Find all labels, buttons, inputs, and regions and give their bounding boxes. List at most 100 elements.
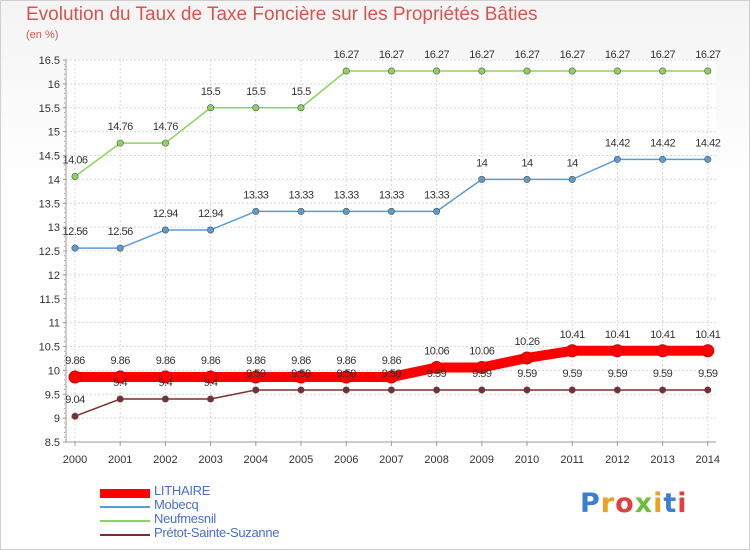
data-point [252, 386, 260, 394]
data-label: 16.27 [605, 49, 630, 61]
data-label: 13.33 [379, 189, 404, 201]
data-label: 12.94 [153, 208, 178, 220]
data-point [613, 386, 621, 394]
data-point [294, 370, 308, 384]
data-label: 9.04 [65, 394, 85, 406]
data-label: 9.4 [113, 377, 127, 389]
data-point [523, 386, 531, 394]
data-label: 9.59 [608, 368, 628, 380]
y-tick-label: 16 [48, 79, 60, 91]
data-point [478, 175, 486, 183]
x-tick-label: 2002 [153, 454, 177, 466]
logo-letter: P [580, 488, 601, 519]
data-point [704, 386, 712, 394]
y-tick-label: 9.5 [45, 389, 60, 401]
logo-letter: i [653, 488, 664, 519]
data-point [161, 395, 169, 403]
data-label: 10.41 [605, 329, 630, 341]
data-label: 14.76 [108, 121, 133, 133]
data-point [387, 67, 395, 75]
data-label: 14.42 [650, 137, 675, 149]
data-label: 9.86 [110, 355, 130, 367]
data-label: 16.27 [379, 49, 404, 61]
x-tick-label: 2013 [650, 454, 674, 466]
data-point [659, 155, 667, 163]
data-point [342, 67, 350, 75]
data-label: 9.59 [562, 368, 582, 380]
data-label: 9.59 [336, 368, 356, 380]
data-label: 14 [567, 157, 579, 169]
data-label: 10.41 [650, 329, 675, 341]
data-point [68, 370, 82, 384]
data-label: 10.06 [469, 346, 494, 358]
data-point [297, 386, 305, 394]
data-point [252, 207, 260, 215]
data-point [158, 370, 172, 384]
data-label: 13.33 [243, 189, 268, 201]
x-tick-label: 2014 [696, 454, 720, 466]
data-point [568, 175, 576, 183]
data-point [207, 226, 215, 234]
data-point [520, 351, 534, 365]
data-point [297, 104, 305, 112]
data-label: 9.86 [156, 355, 176, 367]
data-point [339, 370, 353, 384]
data-point [71, 412, 79, 420]
logo-letter: t [663, 488, 678, 519]
logo-letter: o [615, 488, 635, 519]
y-tick-label: 11 [49, 318, 60, 330]
data-point [433, 67, 441, 75]
data-label: 12.94 [198, 208, 223, 220]
data-point [613, 155, 621, 163]
x-tick-label: 2003 [198, 454, 222, 466]
y-tick-label: 15.5 [39, 103, 60, 115]
data-label: 16.27 [695, 49, 720, 61]
data-label: 12.56 [108, 226, 133, 238]
chart-subtitle: (en %) [26, 29, 59, 41]
data-point [568, 67, 576, 75]
data-point [523, 175, 531, 183]
legend-swatch [100, 488, 150, 498]
data-label: 9.59 [246, 368, 266, 380]
data-point [704, 67, 712, 75]
logo-letter: x [634, 488, 654, 519]
data-label: 14.76 [153, 121, 178, 133]
legend-swatch [100, 506, 150, 508]
legend-label: LITHAIRE [154, 483, 211, 498]
data-point [384, 370, 398, 384]
data-point [161, 226, 169, 234]
data-point [71, 173, 79, 181]
data-label: 13.33 [424, 189, 449, 201]
data-point [204, 370, 218, 384]
x-tick-label: 2007 [379, 454, 403, 466]
y-tick-label: 16.5 [39, 55, 60, 67]
data-point [116, 395, 124, 403]
data-label: 9.4 [204, 377, 218, 389]
x-tick-label: 2000 [63, 454, 87, 466]
data-label: 9.59 [653, 368, 673, 380]
data-point [433, 386, 441, 394]
data-label: 9.86 [382, 355, 402, 367]
data-point [610, 344, 624, 358]
chart-title: Evolution du Taux de Taxe Foncière sur l… [26, 4, 538, 25]
data-label: 16.27 [560, 49, 585, 61]
data-label: 16.27 [514, 49, 539, 61]
data-label: 9.86 [336, 355, 356, 367]
legend-swatch [100, 520, 150, 522]
x-tick-label: 2010 [515, 454, 539, 466]
data-point [297, 207, 305, 215]
data-point [659, 67, 667, 75]
data-label: 9.86 [246, 355, 266, 367]
data-label: 9.86 [65, 355, 85, 367]
x-tick-label: 2001 [108, 454, 132, 466]
data-label: 9.59 [698, 368, 718, 380]
y-tick-label: 8.5 [45, 437, 60, 449]
data-label: 13.33 [288, 189, 313, 201]
data-label: 14 [476, 157, 488, 169]
y-tick-label: 10 [48, 365, 60, 377]
x-tick-label: 2011 [560, 454, 584, 466]
data-point [207, 395, 215, 403]
x-tick-label: 2012 [605, 454, 629, 466]
data-label: 9.86 [201, 355, 221, 367]
